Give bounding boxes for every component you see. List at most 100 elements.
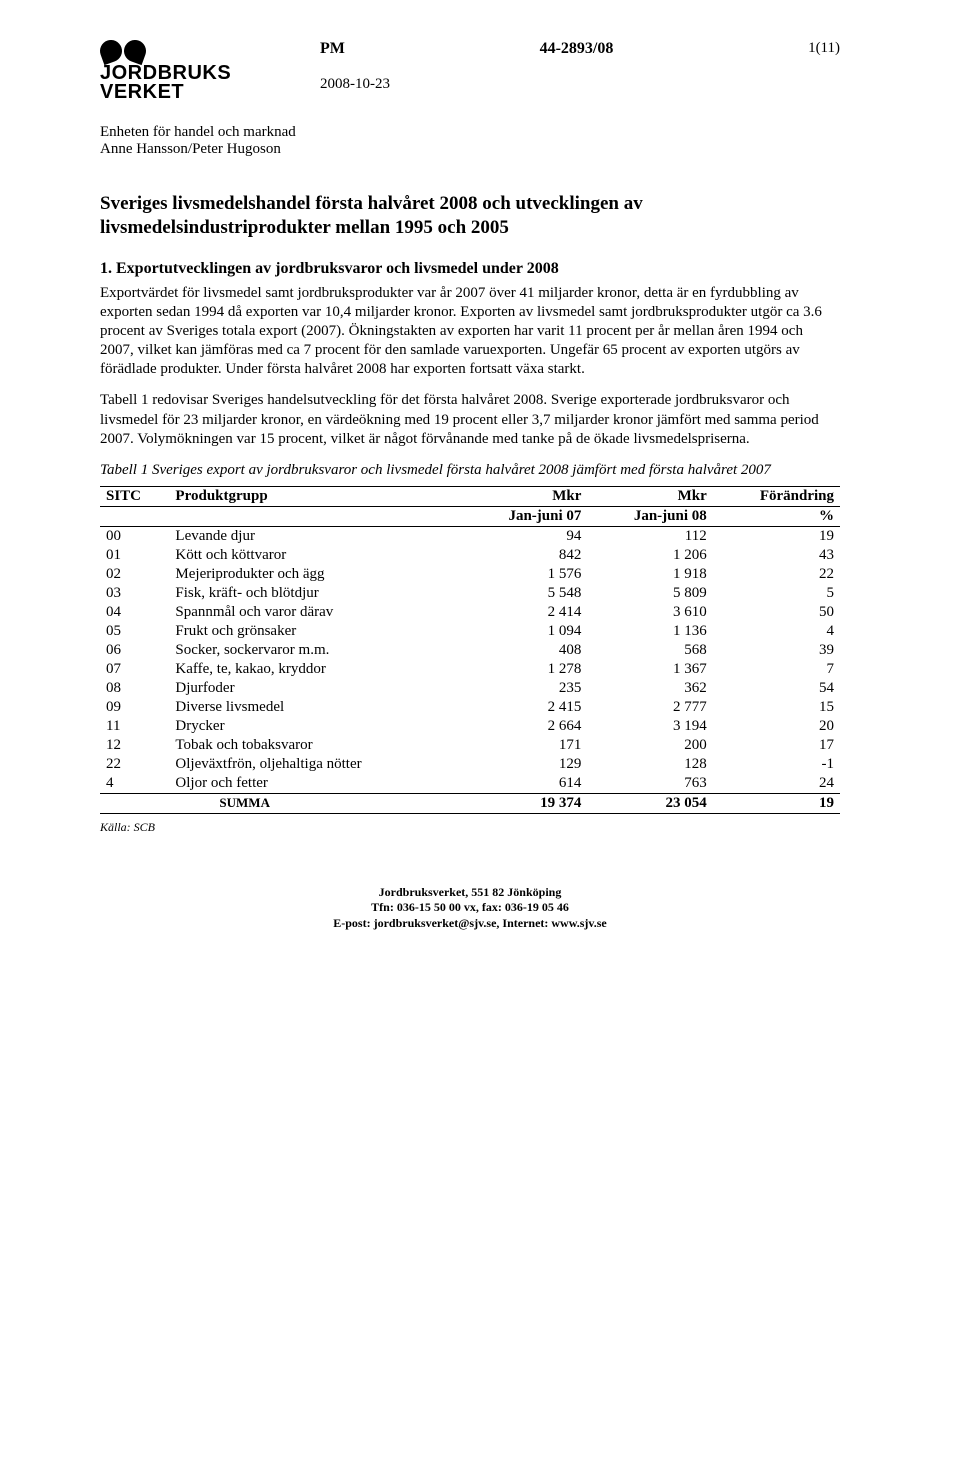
cell-v07: 2 414 xyxy=(462,603,587,622)
cell-sitc: 09 xyxy=(100,698,169,717)
cell-v08: 128 xyxy=(587,755,712,774)
cell-name: Oljor och fetter xyxy=(169,774,462,794)
sub-j07: Jan-juni 07 xyxy=(462,506,587,526)
cell-name: Fisk, kräft- och blötdjur xyxy=(169,584,462,603)
sum-v07: 19 374 xyxy=(462,793,587,813)
sub-pct: % xyxy=(713,506,840,526)
cell-v08: 112 xyxy=(587,526,712,546)
cell-sitc: 06 xyxy=(100,641,169,660)
cell-sitc: 04 xyxy=(100,603,169,622)
leaf-icon xyxy=(121,37,149,65)
col-group: Produktgrupp xyxy=(169,486,462,506)
col-mkr07: Mkr xyxy=(462,486,587,506)
logo-icon xyxy=(100,40,320,62)
table-header-row: SITC Produktgrupp Mkr Mkr Förändring xyxy=(100,486,840,506)
cell-v08: 2 777 xyxy=(587,698,712,717)
leaf-icon xyxy=(97,37,125,65)
table-sum-row: SUMMA19 37423 05419 xyxy=(100,793,840,813)
footer-line: Jordbruksverket, 551 82 Jönköping xyxy=(100,885,840,901)
cell-sitc: 4 xyxy=(100,774,169,794)
cell-v07: 235 xyxy=(462,679,587,698)
cell-v08: 200 xyxy=(587,736,712,755)
cell-chg: 24 xyxy=(713,774,840,794)
cell-chg: 54 xyxy=(713,679,840,698)
logo: JORDBRUKS VERKET xyxy=(100,40,320,102)
cell-name: Levande djur xyxy=(169,526,462,546)
cell-sitc: 01 xyxy=(100,546,169,565)
doc-title: Sveriges livsmedelshandel första halvåre… xyxy=(100,192,840,240)
cell-chg: 20 xyxy=(713,717,840,736)
cell-name: Drycker xyxy=(169,717,462,736)
org-authors: Anne Hansson/Peter Hugoson xyxy=(100,141,840,158)
table-row: 02Mejeriprodukter och ägg1 5761 91822 xyxy=(100,565,840,584)
cell-name: Diverse livsmedel xyxy=(169,698,462,717)
cell-sitc: 08 xyxy=(100,679,169,698)
cell-v07: 94 xyxy=(462,526,587,546)
paragraph: Exportvärdet för livsmedel samt jordbruk… xyxy=(100,284,840,380)
cell-sitc: 05 xyxy=(100,622,169,641)
footer-line: Tfn: 036-15 50 00 vx, fax: 036-19 05 46 xyxy=(100,900,840,916)
cell-v07: 171 xyxy=(462,736,587,755)
footer-line: E-post: jordbruksverket@sjv.se, Internet… xyxy=(100,916,840,932)
cell-sitc: 07 xyxy=(100,660,169,679)
cell-v07: 129 xyxy=(462,755,587,774)
doc-meta: PM 44-2893/08 1(11) 2008-10-23 xyxy=(320,40,840,93)
cell-v07: 614 xyxy=(462,774,587,794)
table-row: 03Fisk, kräft- och blötdjur5 5485 8095 xyxy=(100,584,840,603)
cell-sitc: 12 xyxy=(100,736,169,755)
logo-text: JORDBRUKS VERKET xyxy=(100,64,320,102)
cell-name: Frukt och grönsaker xyxy=(169,622,462,641)
cell-sitc: 22 xyxy=(100,755,169,774)
table-subheader-row: Jan-juni 07 Jan-juni 08 % xyxy=(100,506,840,526)
cell-name: Kött och köttvaror xyxy=(169,546,462,565)
page-number: 1(11) xyxy=(808,40,840,58)
cell-chg: 17 xyxy=(713,736,840,755)
cell-name: Socker, sockervaror m.m. xyxy=(169,641,462,660)
cell-name: Spannmål och varor därav xyxy=(169,603,462,622)
sum-v08: 23 054 xyxy=(587,793,712,813)
section-heading: 1. Exportutvecklingen av jordbruksvaror … xyxy=(100,260,840,278)
cell-chg: 7 xyxy=(713,660,840,679)
cell-v08: 3 194 xyxy=(587,717,712,736)
cell-v07: 408 xyxy=(462,641,587,660)
col-change: Förändring xyxy=(713,486,840,506)
cell-v07: 2 664 xyxy=(462,717,587,736)
cell-v08: 3 610 xyxy=(587,603,712,622)
table-row: 04Spannmål och varor därav2 4143 61050 xyxy=(100,603,840,622)
export-table: SITC Produktgrupp Mkr Mkr Förändring Jan… xyxy=(100,486,840,814)
table-row: 12Tobak och tobaksvaror17120017 xyxy=(100,736,840,755)
cell-sitc: 00 xyxy=(100,526,169,546)
cell-chg: -1 xyxy=(713,755,840,774)
cell-chg: 19 xyxy=(713,526,840,546)
cell-v08: 1 206 xyxy=(587,546,712,565)
cell-v08: 1 136 xyxy=(587,622,712,641)
cell-v07: 1 094 xyxy=(462,622,587,641)
paragraph: Tabell 1 redovisar Sveriges handelsutvec… xyxy=(100,391,840,449)
cell-name: Kaffe, te, kakao, kryddor xyxy=(169,660,462,679)
cell-chg: 4 xyxy=(713,622,840,641)
cell-chg: 15 xyxy=(713,698,840,717)
cell-v08: 568 xyxy=(587,641,712,660)
cell-name: Djurfoder xyxy=(169,679,462,698)
table-row: 00Levande djur9411219 xyxy=(100,526,840,546)
cell-v08: 1 918 xyxy=(587,565,712,584)
cell-sitc: 02 xyxy=(100,565,169,584)
cell-v07: 5 548 xyxy=(462,584,587,603)
cell-v08: 5 809 xyxy=(587,584,712,603)
cell-v08: 763 xyxy=(587,774,712,794)
sub-j08: Jan-juni 08 xyxy=(587,506,712,526)
table-row: 08Djurfoder23536254 xyxy=(100,679,840,698)
sum-chg: 19 xyxy=(713,793,840,813)
col-mkr08: Mkr xyxy=(587,486,712,506)
cell-v07: 842 xyxy=(462,546,587,565)
table-row: 11Drycker2 6643 19420 xyxy=(100,717,840,736)
table-row: 4Oljor och fetter61476324 xyxy=(100,774,840,794)
org-block: Enheten för handel och marknad Anne Hans… xyxy=(100,124,840,158)
cell-v07: 1 576 xyxy=(462,565,587,584)
table-caption: Tabell 1 Sveriges export av jordbruksvar… xyxy=(100,461,840,480)
cell-sitc: 03 xyxy=(100,584,169,603)
cell-chg: 50 xyxy=(713,603,840,622)
cell-chg: 22 xyxy=(713,565,840,584)
doc-ref: 44-2893/08 xyxy=(540,40,614,58)
cell-v08: 1 367 xyxy=(587,660,712,679)
